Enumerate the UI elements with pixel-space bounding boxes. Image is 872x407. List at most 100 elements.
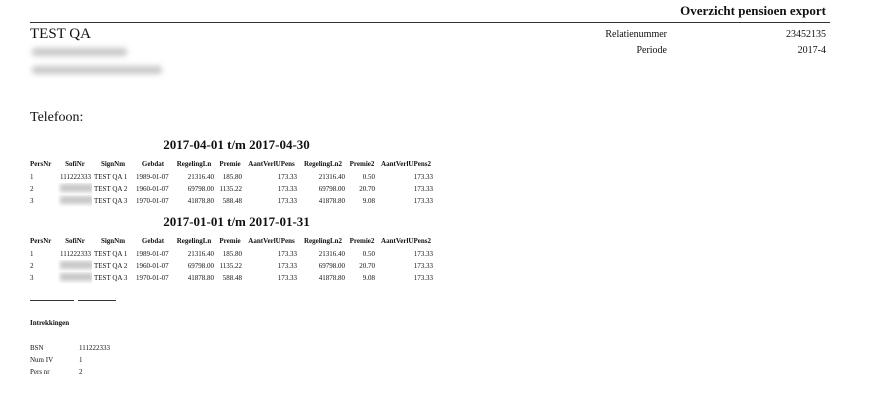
cell: 588.48 xyxy=(222,274,242,282)
cell: 2 xyxy=(30,185,34,193)
company-name: TEST QA xyxy=(30,26,91,42)
cell: 1970-01-07 xyxy=(136,197,169,205)
column-header: Premie xyxy=(219,237,241,245)
cell xyxy=(58,260,92,272)
cell: 3 xyxy=(30,197,34,205)
cell: 0.50 xyxy=(362,250,375,258)
table-heading: 2017-04-01 t/m 2017-04-30 xyxy=(163,137,310,152)
rule xyxy=(78,300,116,301)
column-header: SofiNr xyxy=(65,160,85,168)
item-value: 1 xyxy=(79,356,83,364)
cell: 173.33 xyxy=(277,250,297,258)
item-value: 111222333 xyxy=(79,344,110,352)
cell: TEST QA 3 xyxy=(94,274,128,282)
cell: 21316.40 xyxy=(318,250,345,258)
column-header: AantVerlUPens2 xyxy=(381,237,431,245)
item-label: BSN xyxy=(30,344,44,352)
column-header: RegelingLn xyxy=(176,237,212,245)
cell: 1989-01-07 xyxy=(136,173,169,181)
cell: 69798.00 xyxy=(318,262,345,270)
meta-value: 23452135 xyxy=(786,29,826,40)
cell: 20.70 xyxy=(359,185,375,193)
redacted xyxy=(60,184,92,192)
meta-label: Relatienummer xyxy=(605,29,667,40)
table-row: 2 TEST QA 2 1960-01-07 69798.00 1135.22 173.3… xyxy=(28,183,435,195)
cell: 588.48 xyxy=(222,197,242,205)
cell: 21316.40 xyxy=(318,173,345,181)
cell: 3 xyxy=(30,274,34,282)
cell: 41878.80 xyxy=(187,274,214,282)
table-row: 3 TEST QA 3 1970-01-07 41878.80 588.48 173.33… xyxy=(28,272,435,284)
cell: 20.70 xyxy=(359,262,375,270)
cell: 173.33 xyxy=(413,197,433,205)
column-header: RegelingLn xyxy=(176,160,212,168)
cell: 111222333 xyxy=(60,250,91,258)
cell: 21316.40 xyxy=(187,250,214,258)
column-header: AantVerlUPens2 xyxy=(381,160,431,168)
cell: 173.33 xyxy=(277,197,297,205)
header-row: PersNr SofiNr SignNm Gebdat RegelingLn Premie… xyxy=(28,234,435,248)
cell: 1 xyxy=(30,173,34,181)
redacted xyxy=(32,66,162,74)
column-header: RegelingLn2 xyxy=(303,237,343,245)
cell xyxy=(58,272,92,284)
cell: 173.33 xyxy=(277,262,297,270)
item-label: Pers nr xyxy=(30,368,50,376)
table-row: 1 111222333 TEST QA 1 1989-01-07 21316.40 185… xyxy=(28,248,435,260)
column-header: Gebdat xyxy=(141,160,165,168)
cell: 1 xyxy=(30,250,34,258)
cell: 173.33 xyxy=(413,185,433,193)
redacted xyxy=(32,48,127,56)
cell: 1135.22 xyxy=(219,262,243,270)
cell: 0.50 xyxy=(362,173,375,181)
column-header: Gebdat xyxy=(141,237,165,245)
cell: 41878.80 xyxy=(318,197,345,205)
cell: 41878.80 xyxy=(187,197,214,205)
item-value: 2 xyxy=(79,368,83,376)
cell: 9.08 xyxy=(362,197,375,205)
redacted xyxy=(60,261,92,269)
table-heading: 2017-01-01 t/m 2017-01-31 xyxy=(163,214,310,229)
cell: 21316.40 xyxy=(187,173,214,181)
cell: 69798.00 xyxy=(187,262,214,270)
cell: 173.33 xyxy=(413,173,433,181)
cell: 1989-01-07 xyxy=(136,250,169,258)
column-header: RegelingLn2 xyxy=(303,160,343,168)
cell: TEST QA 2 xyxy=(94,262,128,270)
rule xyxy=(30,300,74,301)
column-header: PersNr xyxy=(30,237,52,245)
meta-value: 2017-4 xyxy=(797,45,826,56)
cell: 1135.22 xyxy=(219,185,243,193)
header-row: PersNr SofiNr SignNm Gebdat RegelingLn Premie… xyxy=(28,157,435,171)
column-header: SofiNr xyxy=(65,237,85,245)
meta-label: Periode xyxy=(636,45,667,56)
cell: TEST QA 1 xyxy=(94,173,128,181)
cell: TEST QA 2 xyxy=(94,185,128,193)
column-header: AantVerlUPens xyxy=(248,237,295,245)
cell xyxy=(58,183,92,195)
redacted xyxy=(60,273,92,281)
column-header: SignNm xyxy=(100,160,126,168)
cell: 173.33 xyxy=(413,274,433,282)
cell: 173.33 xyxy=(277,173,297,181)
cell: 173.33 xyxy=(277,274,297,282)
data-table: PersNr SofiNr SignNm Gebdat RegelingLn Premie… xyxy=(28,157,435,207)
withdrawals-title: Intrekkingen xyxy=(30,319,70,327)
cell: 2 xyxy=(30,262,34,270)
column-header: Premie2 xyxy=(349,237,375,245)
cell: 111222333 xyxy=(60,173,91,181)
column-header: AantVerlUPens xyxy=(248,160,295,168)
cell: 1960-01-07 xyxy=(136,262,169,270)
cell: TEST QA 3 xyxy=(94,197,128,205)
cell: TEST QA 1 xyxy=(94,250,128,258)
table-row: 1 111222333 TEST QA 1 1989-01-07 21316.40 185… xyxy=(28,171,435,183)
column-header: SignNm xyxy=(100,237,126,245)
cell xyxy=(58,195,92,207)
cell: 9.08 xyxy=(362,274,375,282)
cell: 1960-01-07 xyxy=(136,185,169,193)
table-row: 2 TEST QA 2 1960-01-07 69798.00 1135.22 173.3… xyxy=(28,260,435,272)
column-header: Premie2 xyxy=(349,160,375,168)
cell: 69798.00 xyxy=(318,185,345,193)
phone-label: Telefoon: xyxy=(30,110,84,125)
